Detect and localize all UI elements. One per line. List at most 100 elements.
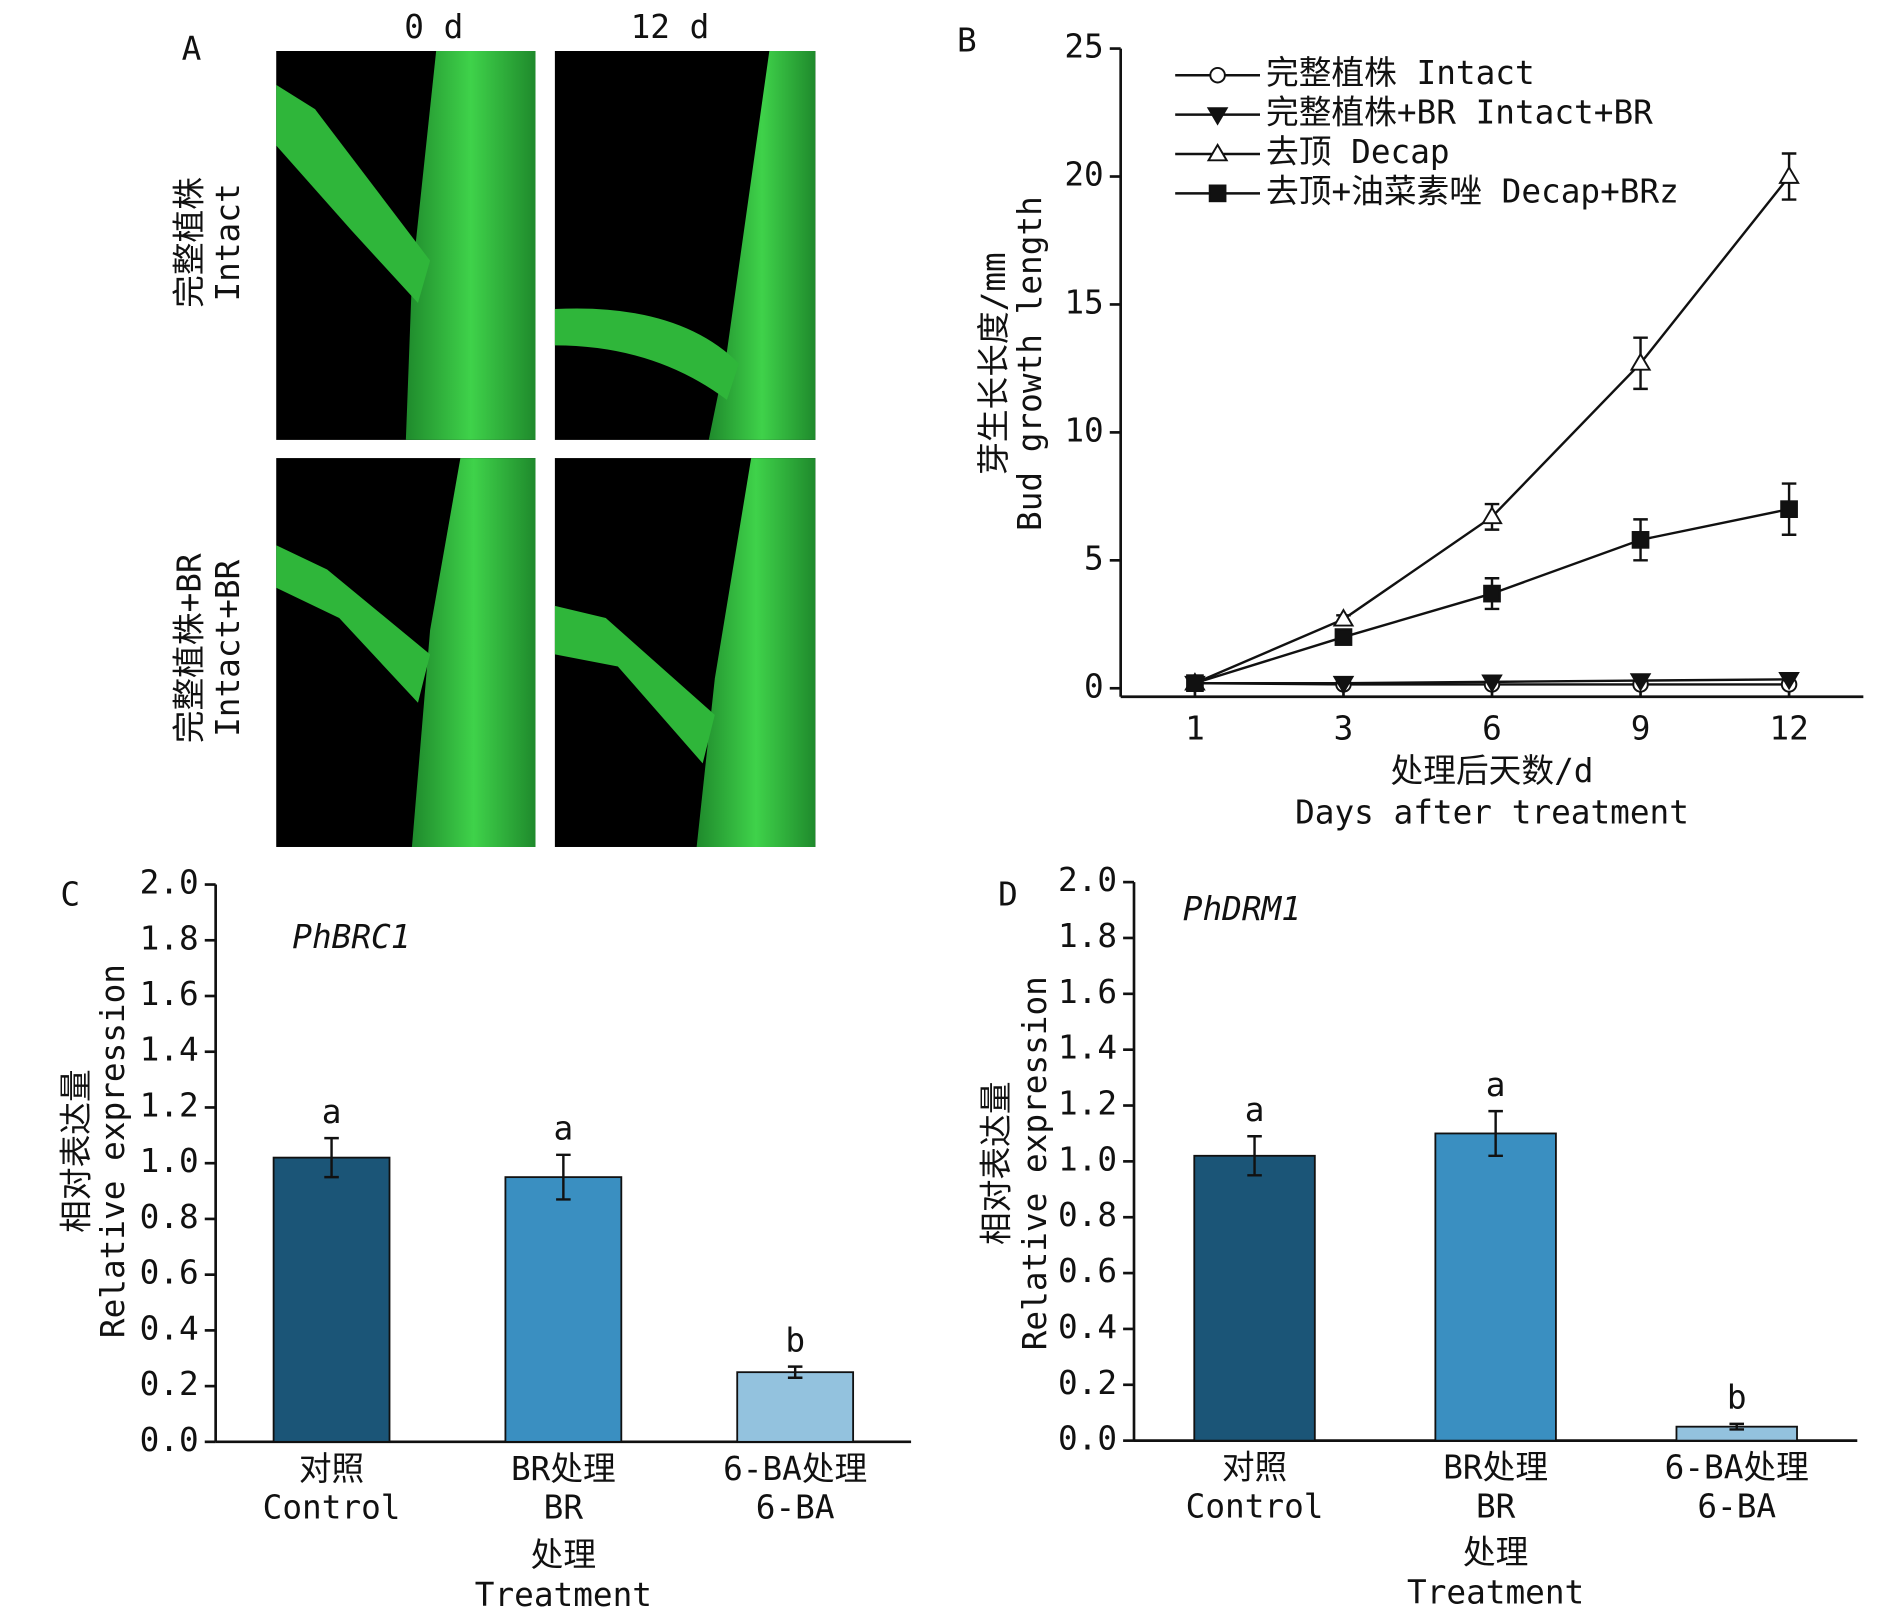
y-tick-label: 1.8 (1058, 917, 1117, 955)
chart-title: PhDRM1 (1183, 890, 1301, 928)
y-axis-label: 芽生长长度/mm (975, 252, 1013, 475)
x-tick-label: BR处理 (1443, 1449, 1548, 1487)
significance-letter: b (1727, 1379, 1747, 1417)
legend-marker (1209, 66, 1226, 84)
y-axis-label: Relative expression (94, 964, 132, 1338)
x-axis-label: Treatment (475, 1576, 652, 1614)
legend-marker (1206, 107, 1229, 126)
x-tick-label: BR处理 (511, 1450, 616, 1488)
x-axis-label: Treatment (1407, 1574, 1584, 1612)
y-tick-label: 1.2 (140, 1086, 199, 1124)
y-axis-label: Relative expression (1016, 976, 1054, 1350)
column-label: 12 d (631, 8, 710, 46)
photo-intact-br-0d (276, 458, 536, 847)
y-tick-label: 2.0 (1058, 861, 1117, 899)
bar (1434, 1132, 1557, 1442)
chart-title: PhBRC1 (292, 918, 410, 956)
y-tick-label: 0 (1084, 667, 1104, 705)
x-tick-label: 12 (1769, 710, 1808, 748)
y-axis-label: 相对表达量 (58, 1069, 96, 1233)
panel-label: D (998, 876, 1018, 914)
y-tick-label: 20 (1064, 156, 1103, 194)
y-tick-label: 0.8 (1058, 1196, 1117, 1234)
y-tick-label: 0.6 (140, 1254, 199, 1292)
y-tick-label: 0.2 (140, 1365, 199, 1403)
y-tick-label: 0.4 (140, 1309, 199, 1347)
x-tick-label: BR (1476, 1487, 1516, 1525)
significance-letter: b (785, 1321, 805, 1359)
bar (736, 1371, 855, 1443)
x-tick-label: 1 (1185, 710, 1205, 748)
error-bar (1247, 1135, 1262, 1177)
error-bar (324, 1136, 339, 1179)
x-axis-label: Days after treatment (1295, 793, 1689, 831)
panel-label: B (957, 22, 977, 60)
y-axis-label: 相对表达量 (977, 1081, 1015, 1245)
y-tick-label: 0.0 (1058, 1420, 1117, 1458)
marker (1332, 608, 1355, 627)
y-tick-label: 25 (1064, 28, 1103, 66)
row-label: 完整植株 (170, 177, 208, 308)
error-bar (556, 1153, 571, 1201)
legend-marker (1206, 142, 1229, 162)
bar (504, 1176, 623, 1443)
x-tick-label: 6-BA处理 (1665, 1449, 1809, 1487)
photo-intact-br-12d (554, 458, 816, 847)
marker (1186, 674, 1204, 692)
y-tick-label: 0.6 (1058, 1252, 1117, 1290)
x-axis-label: 处理 (531, 1536, 596, 1574)
x-axis-label: 处理 (1463, 1534, 1528, 1572)
y-axis-label: Bud growth length (1011, 196, 1049, 531)
marker (1481, 674, 1503, 693)
y-tick-label: 0.0 (140, 1421, 199, 1459)
error-bar (1488, 1109, 1503, 1158)
marker (1334, 628, 1353, 646)
marker (1481, 505, 1503, 525)
marker (1780, 500, 1798, 518)
y-tick-label: 1.6 (140, 975, 199, 1013)
x-tick-label: 6-BA处理 (723, 1450, 867, 1488)
panel-label: C (60, 876, 80, 914)
y-tick-label: 0.4 (1058, 1308, 1117, 1346)
y-tick-label: 1.2 (1058, 1085, 1117, 1123)
x-axis-label: 处理后天数/d (1391, 752, 1594, 790)
marker (1629, 673, 1652, 692)
error-bar (787, 1365, 803, 1379)
x-tick-label: BR (544, 1489, 584, 1527)
legend-label: 去顶+油菜素唑 Decap+BRz (1266, 172, 1679, 210)
x-tick-label: Control (263, 1489, 401, 1527)
row-label: 完整植株+BR (170, 553, 208, 743)
y-tick-label: 1.0 (1058, 1140, 1117, 1178)
y-tick-label: 15 (1064, 283, 1103, 321)
marker (1778, 671, 1800, 691)
x-tick-label: Control (1186, 1487, 1324, 1525)
y-tick-label: 1.6 (1058, 973, 1117, 1011)
photo-intact-0d (276, 51, 536, 440)
x-tick-label: 对照 (1222, 1449, 1287, 1487)
error-bar (1729, 1422, 1745, 1431)
y-tick-label: 1.8 (140, 919, 199, 957)
legend-marker (1208, 184, 1227, 203)
legend-label: 完整植株+BR Intact+BR (1266, 94, 1653, 132)
x-tick-label: 3 (1334, 710, 1354, 748)
significance-letter: a (1245, 1091, 1265, 1129)
row-label: Intact (209, 183, 247, 301)
x-tick-label: 9 (1631, 710, 1651, 748)
marker (1629, 352, 1652, 371)
x-tick-label: 6 (1482, 710, 1502, 748)
column-label: 0 d (404, 8, 463, 46)
y-tick-label: 10 (1064, 411, 1103, 449)
bar (1193, 1154, 1316, 1442)
legend-label: 去顶 Decap (1266, 133, 1450, 171)
y-tick-label: 0.2 (1058, 1364, 1117, 1402)
marker (1778, 165, 1800, 184)
significance-letter: a (1486, 1066, 1506, 1104)
y-tick-label: 5 (1084, 539, 1104, 577)
legend-label: 完整植株 Intact (1266, 54, 1535, 92)
y-tick-label: 2.0 (140, 864, 199, 902)
x-tick-label: 6-BA (1697, 1487, 1776, 1525)
y-tick-label: 1.0 (140, 1142, 199, 1180)
x-tick-label: 对照 (299, 1450, 364, 1488)
